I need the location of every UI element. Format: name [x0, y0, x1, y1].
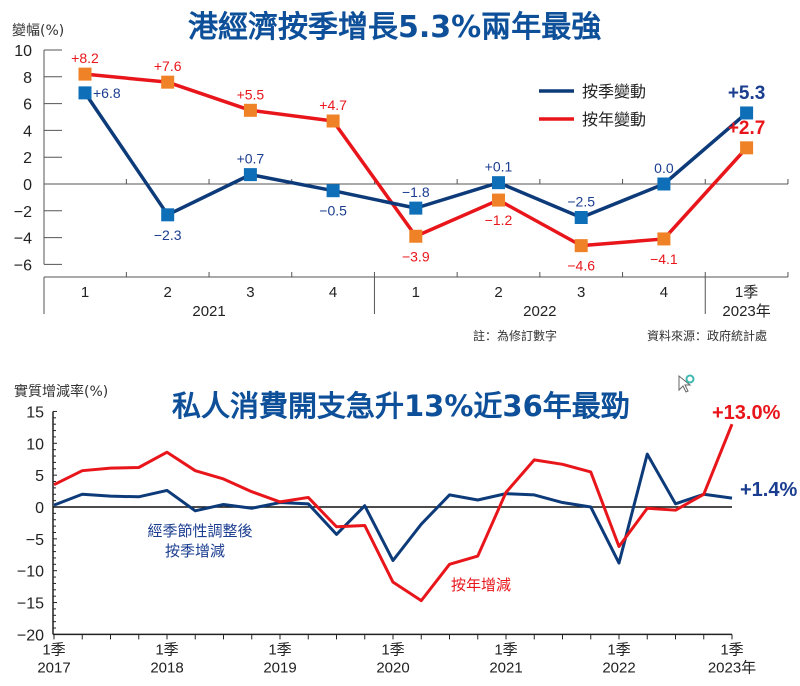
qoq-data-label: +6.8	[93, 85, 121, 101]
yoy-data-label: −3.9	[402, 248, 430, 264]
legend-qoq-label: 按季變動	[582, 83, 646, 101]
yoy-marker	[161, 75, 175, 89]
qoq-end-label: +1.4%	[740, 479, 797, 501]
x-tick-label: 1	[412, 284, 420, 301]
qoq-marker	[657, 177, 671, 191]
x-tick-label: 1	[81, 284, 89, 301]
y-tick-label: −5	[26, 532, 44, 549]
qoq-marker	[243, 168, 257, 182]
yoy-series-line	[84, 72, 748, 248]
yoy-marker	[78, 67, 92, 81]
qoq-marker	[492, 176, 505, 190]
year-label: 2022	[523, 303, 556, 320]
x-tick-label: 4	[329, 284, 337, 301]
yoy-series-line	[53, 423, 734, 603]
yoy-marker	[409, 229, 423, 243]
qoq-marker	[78, 86, 92, 100]
x-tick-label-quarter: 1季	[607, 641, 630, 658]
chart2-title: 私人消費開支急升13%近36年最勁	[172, 389, 630, 423]
y-tick-label: 15	[26, 404, 44, 421]
qoq-data-label: −2.3	[154, 227, 182, 243]
y-tick-label: −10	[17, 564, 44, 581]
yoy-data-label: +8.2	[71, 50, 99, 66]
yoy-marker	[657, 232, 671, 246]
y-tick-label: 10	[26, 436, 44, 453]
qoq-series-line	[53, 452, 733, 565]
y-tick-label: 2	[23, 150, 32, 167]
yoy-annotation: 按年增減	[451, 577, 511, 594]
yoy-data-label: −1.2	[485, 212, 513, 228]
chart2-svg: 151050−5−10−15−201季20171季20181季20191季202…	[17, 402, 798, 676]
x-tick-label: 3	[246, 284, 254, 301]
yoy-data-label: +5.5	[237, 86, 265, 102]
x-tick-label: 3	[577, 284, 585, 301]
y-tick-label: 0	[35, 500, 44, 517]
x-tick-label-quarter: 1季	[155, 641, 178, 658]
qoq-marker	[409, 201, 423, 215]
qoq-marker	[740, 106, 754, 120]
qoq-data-label: +0.1	[485, 159, 513, 175]
y-tick-label: 10	[14, 43, 32, 60]
qoq-data-label: −0.5	[319, 203, 347, 219]
y-tick-label: −6	[14, 257, 32, 274]
qoq-marker	[574, 211, 588, 224]
chart1-title: 港經濟按季增長5.3%兩年最強	[188, 10, 602, 45]
x-tick-label-quarter: 1季	[494, 641, 517, 658]
y-tick-label: −15	[17, 596, 44, 613]
yoy-data-label: −4.6	[567, 258, 595, 274]
legend-yoy-label: 按年變動	[582, 111, 646, 129]
x-tick-label-year: 2023年	[708, 659, 756, 676]
yoy-end-label: +13.0%	[712, 402, 781, 424]
mouse-cursor-icon	[678, 374, 695, 393]
x-tick-label-year: 2018	[150, 659, 183, 676]
x-tick-label: 4	[660, 284, 668, 301]
x-tick-label-quarter: 1季	[268, 641, 291, 658]
x-tick-label: 2	[164, 284, 172, 301]
yoy-data-label: +4.7	[319, 97, 347, 113]
y-tick-label: −4	[14, 231, 32, 248]
year-label: 2023年	[722, 303, 770, 320]
yoy-data-label: −4.1	[650, 251, 678, 267]
qoq-data-label: 0.0	[654, 160, 674, 176]
chart2-ylabel: 實質增減率(%)	[14, 384, 109, 400]
qoq-marker	[326, 184, 340, 198]
qoq-data-label: −1.8	[402, 184, 430, 200]
yoy-data-label: +7.6	[154, 58, 182, 74]
year-label: 2021	[192, 303, 225, 320]
x-tick-label-year: 2019	[263, 659, 296, 676]
y-tick-label: 4	[23, 123, 32, 140]
qoq-data-label: +0.7	[237, 151, 265, 167]
x-tick-label: 1季	[735, 284, 758, 301]
x-tick-label-quarter: 1季	[42, 641, 65, 658]
y-tick-label: 6	[23, 97, 32, 114]
yoy-marker	[243, 103, 257, 117]
yoy-data-label: +2.7	[728, 118, 766, 139]
chart1-ylabel: 變幅(%)	[12, 23, 65, 39]
yoy-marker	[574, 239, 588, 253]
chart1-note-revised: 註：為修訂數字	[473, 329, 558, 343]
x-tick-label-year: 2017	[37, 659, 70, 676]
x-tick-label-year: 2020	[376, 659, 409, 676]
x-tick-label-quarter: 1季	[720, 641, 743, 658]
x-tick-label-quarter: 1季	[381, 641, 404, 658]
x-tick-label-year: 2021	[489, 659, 522, 676]
y-tick-label: 0	[23, 177, 32, 194]
qoq-annotation-line1: 經季節性調整後	[147, 522, 252, 540]
yoy-marker	[326, 114, 340, 128]
qoq-marker	[161, 208, 175, 222]
chart1-note-source: 資料來源：政府統計處	[647, 329, 768, 343]
x-tick-label: 2	[494, 284, 502, 301]
yoy-marker	[492, 193, 505, 207]
qoq-data-label: +5.3	[728, 83, 766, 104]
y-tick-label: 5	[35, 468, 44, 485]
y-tick-label: −2	[14, 204, 32, 221]
chart1-svg: 10 8 6 4 2 0 −2 −4 −6 1 2 3 4 1 2 3 4 1季 2021 2022 2023年 +6.8…	[14, 43, 789, 320]
x-tick-label-year: 2022	[602, 659, 635, 676]
y-tick-label: 8	[23, 70, 32, 87]
y-tick-label: −20	[17, 627, 44, 644]
qoq-data-label: −2.5	[567, 194, 595, 210]
yoy-marker	[740, 141, 754, 155]
qoq-annotation-line2: 按季增減	[165, 543, 225, 560]
